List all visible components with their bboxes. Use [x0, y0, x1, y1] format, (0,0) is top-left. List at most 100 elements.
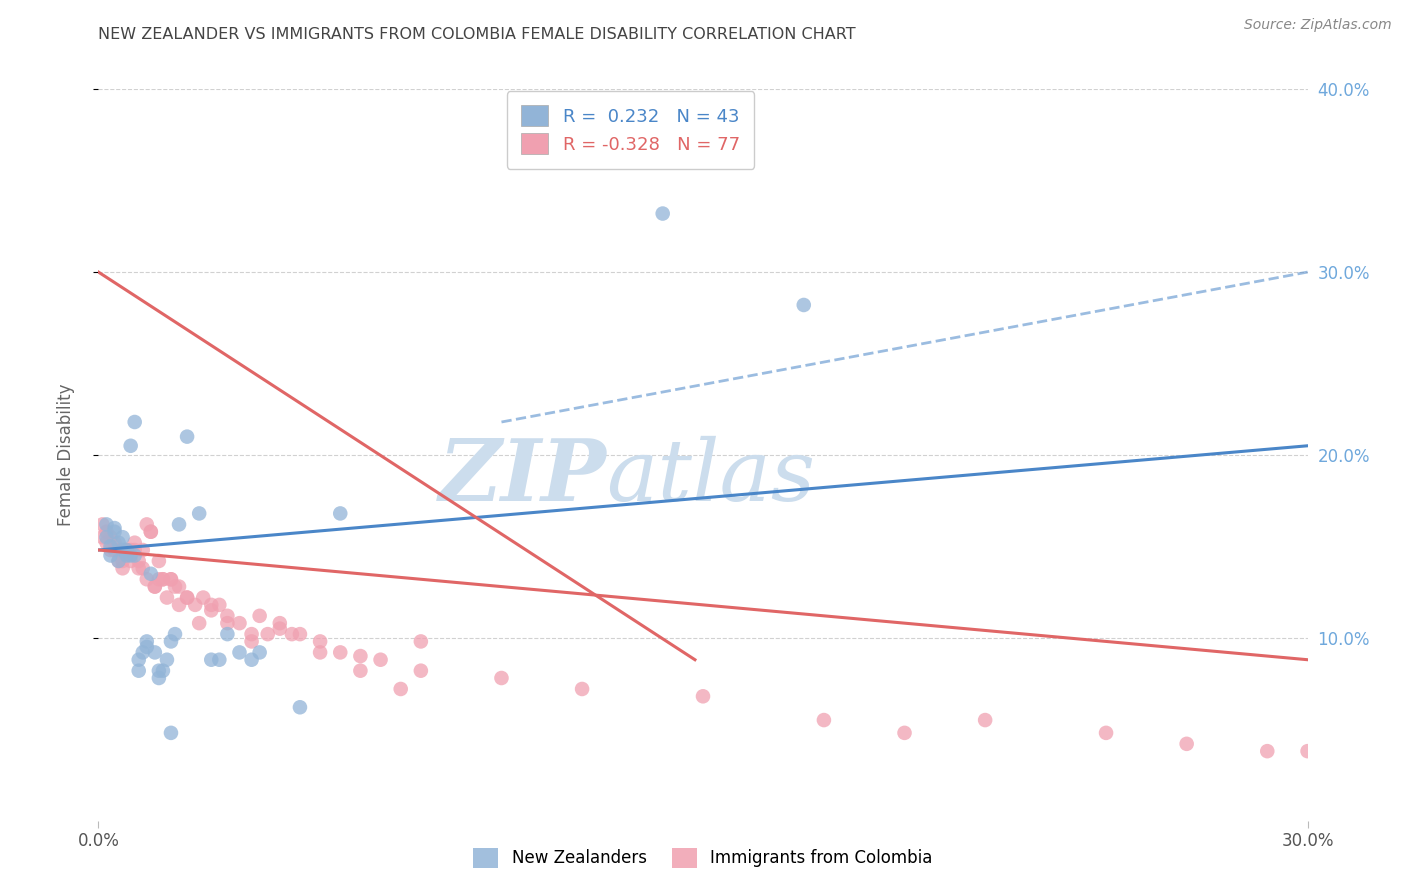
Point	[120, 543, 142, 558]
Y-axis label: Female Disability: Female Disability	[56, 384, 75, 526]
Point	[143, 580, 166, 594]
Point	[96, 530, 118, 544]
Point	[692, 690, 714, 704]
Text: NEW ZEALANDER VS IMMIGRANTS FROM COLOMBIA FEMALE DISABILITY CORRELATION CHART: NEW ZEALANDER VS IMMIGRANTS FROM COLOMBI…	[98, 27, 856, 42]
Point	[651, 206, 673, 220]
Point	[100, 543, 122, 558]
Point	[167, 598, 190, 612]
Point	[115, 543, 138, 558]
Point	[96, 517, 118, 532]
Legend: New Zealanders, Immigrants from Colombia: New Zealanders, Immigrants from Colombia	[461, 837, 945, 880]
Point	[120, 439, 142, 453]
Point	[135, 517, 157, 532]
Point	[163, 580, 186, 594]
Point	[128, 554, 150, 568]
Point	[120, 554, 142, 568]
Point	[152, 572, 174, 586]
Point	[188, 507, 211, 521]
Point	[152, 572, 174, 586]
Point	[103, 543, 125, 558]
Point	[176, 591, 198, 605]
Point	[128, 561, 150, 575]
Point	[409, 634, 432, 648]
Point	[132, 561, 155, 575]
Point	[389, 681, 412, 696]
Point	[309, 645, 332, 659]
Point	[329, 645, 352, 659]
Point	[184, 598, 207, 612]
Point	[893, 726, 915, 740]
Point	[240, 653, 263, 667]
Point	[128, 653, 150, 667]
Point	[349, 649, 371, 664]
Point	[120, 549, 142, 563]
Point	[491, 671, 513, 685]
Point	[167, 580, 190, 594]
Legend: R =  0.232   N = 43, R = -0.328   N = 77: R = 0.232 N = 43, R = -0.328 N = 77	[506, 91, 754, 169]
Point	[1175, 737, 1198, 751]
Point	[217, 616, 239, 631]
Point	[160, 572, 183, 586]
Point	[228, 616, 250, 631]
Point	[281, 627, 304, 641]
Point	[139, 524, 162, 539]
Point	[176, 591, 198, 605]
Point	[135, 634, 157, 648]
Point	[288, 700, 311, 714]
Point	[156, 591, 179, 605]
Point	[208, 653, 231, 667]
Point	[160, 572, 183, 586]
Point	[269, 616, 291, 631]
Point	[111, 530, 134, 544]
Point	[148, 572, 170, 586]
Point	[240, 634, 263, 648]
Point	[228, 645, 250, 659]
Point	[249, 645, 271, 659]
Point	[329, 507, 352, 521]
Point	[124, 543, 146, 558]
Point	[160, 726, 183, 740]
Point	[100, 530, 122, 544]
Point	[1256, 744, 1278, 758]
Point	[152, 664, 174, 678]
Point	[103, 521, 125, 535]
Point	[91, 517, 114, 532]
Point	[156, 653, 179, 667]
Point	[111, 554, 134, 568]
Point	[167, 517, 190, 532]
Point	[370, 653, 392, 667]
Point	[188, 616, 211, 631]
Point	[139, 566, 162, 581]
Point	[148, 664, 170, 678]
Point	[124, 549, 146, 563]
Point	[100, 549, 122, 563]
Point	[813, 713, 835, 727]
Point	[111, 543, 134, 558]
Point	[111, 561, 134, 575]
Point	[139, 524, 162, 539]
Text: Source: ZipAtlas.com: Source: ZipAtlas.com	[1244, 18, 1392, 32]
Text: atlas: atlas	[606, 435, 815, 518]
Text: ZIP: ZIP	[439, 435, 606, 518]
Point	[288, 627, 311, 641]
Point	[974, 713, 997, 727]
Point	[124, 535, 146, 549]
Point	[208, 598, 231, 612]
Point	[107, 535, 129, 549]
Point	[269, 622, 291, 636]
Point	[132, 645, 155, 659]
Point	[200, 603, 222, 617]
Point	[200, 653, 222, 667]
Point	[96, 524, 118, 539]
Point	[103, 535, 125, 549]
Point	[148, 671, 170, 685]
Point	[1095, 726, 1118, 740]
Point	[103, 524, 125, 539]
Point	[107, 543, 129, 558]
Point	[409, 664, 432, 678]
Point	[217, 608, 239, 623]
Point	[100, 539, 122, 553]
Point	[309, 634, 332, 648]
Point	[115, 543, 138, 558]
Point	[107, 554, 129, 568]
